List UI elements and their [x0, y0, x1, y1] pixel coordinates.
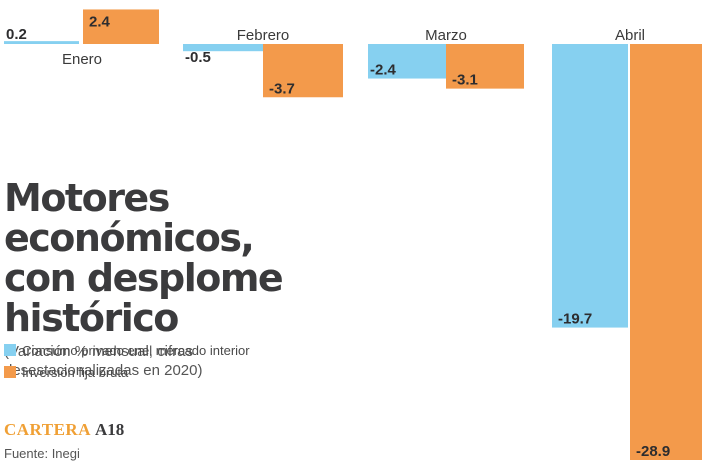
bar-inversion-marzo: [446, 44, 524, 89]
chart-subtitle: (Variación % mensual, cifras desestacion…: [4, 342, 424, 380]
legend-swatch-consumo: [4, 344, 16, 356]
title-line-1: Motores económicos,: [4, 176, 255, 260]
value-label-inversion-enero: 2.4: [89, 13, 111, 30]
bar-consumo-marzo: [368, 44, 446, 79]
value-label-inversion-febrero: -3.7: [269, 80, 295, 97]
bar-consumo-abril: [552, 44, 628, 328]
bar-inversion-abril: [630, 44, 702, 460]
title-block: Motores económicos, con desplome históri…: [4, 178, 424, 380]
value-label-consumo-marzo: -2.4: [370, 62, 397, 79]
value-label-inversion-abril: -28.9: [636, 443, 670, 460]
legend-label-inversion: Inversión fija bruta: [22, 364, 129, 380]
title-line-2: con desplome histórico: [4, 256, 284, 340]
bar-consumo-enero: [4, 41, 79, 44]
bar-inversion-febrero: [263, 44, 343, 98]
section-brand: CARTERA: [4, 420, 91, 439]
page-reference: A18: [94, 420, 125, 439]
legend-label-consumo: Consumo privado enel mercado interior: [22, 342, 250, 358]
value-label-consumo-febrero: -0.5: [185, 49, 211, 66]
source-note: Fuente: Inegi: [4, 446, 80, 461]
category-label-enero: Enero: [62, 51, 102, 68]
subtitle-line-1: (Variación % mensual, cifras: [4, 343, 193, 360]
category-label-abril: Abril: [615, 27, 645, 44]
legend: Consumo privado enel mercado interior In…: [4, 339, 250, 383]
chart-title: Motores económicos, con desplome históri…: [4, 178, 424, 338]
bar-consumo-febrero: [183, 44, 263, 52]
subtitle-line-2: desestacionalizadas en 2020): [4, 362, 203, 379]
section-credit: CARTERA A18: [4, 420, 124, 440]
legend-item-inversion: Inversión fija bruta: [4, 361, 250, 383]
bar-inversion-enero: [83, 9, 159, 45]
value-label-consumo-abril: -19.7: [558, 311, 592, 328]
value-label-consumo-enero: 0.2: [6, 26, 27, 43]
legend-swatch-inversion: [4, 366, 16, 378]
legend-item-consumo: Consumo privado enel mercado interior: [4, 339, 250, 361]
category-label-marzo: Marzo: [425, 27, 467, 44]
value-label-inversion-marzo: -3.1: [452, 72, 478, 89]
category-label-febrero: Febrero: [237, 27, 290, 44]
